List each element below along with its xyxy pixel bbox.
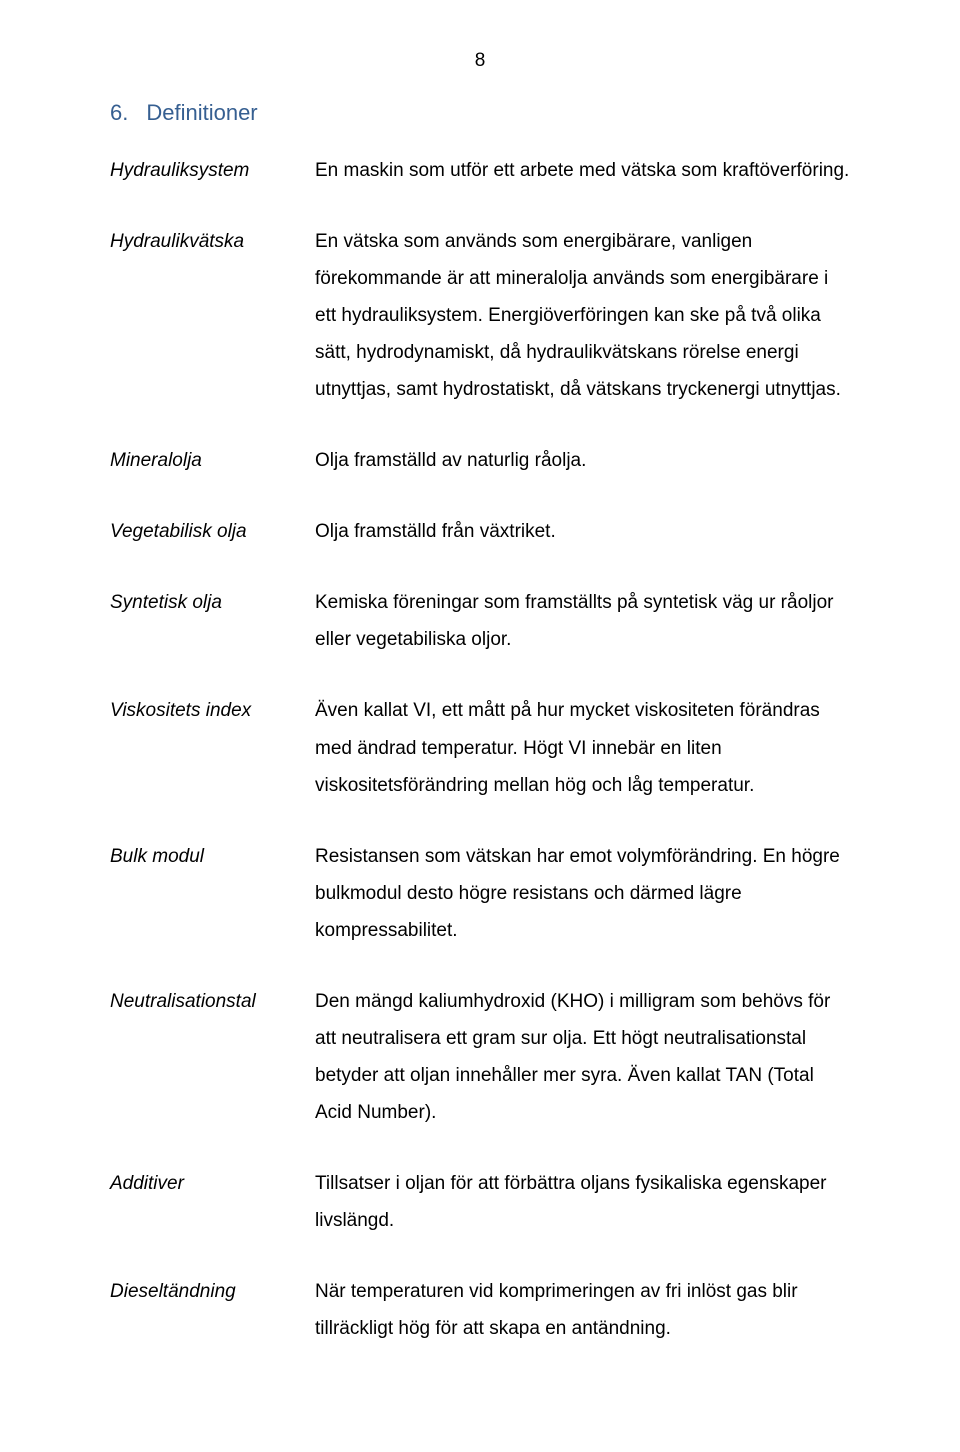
definition-body: Den mängd kaliumhydroxid (KHO) i milligr… <box>315 983 850 1131</box>
definition-term: Vegetabilisk olja <box>110 513 315 550</box>
definition-body: Kemiska föreningar som framställts på sy… <box>315 584 850 658</box>
definition-term: Dieseltändning <box>110 1273 315 1347</box>
definition-body: Tillsatser i oljan för att förbättra olj… <box>315 1165 850 1239</box>
definition-row: Hydrauliksystem En maskin som utför ett … <box>110 152 850 189</box>
definition-body: Resistansen som vätskan har emot volymfö… <box>315 838 850 949</box>
definition-row: Hydraulikvätska En vätska som används so… <box>110 223 850 408</box>
definition-row: Mineralolja Olja framställd av naturlig … <box>110 442 850 479</box>
definition-term: Neutralisationstal <box>110 983 315 1131</box>
definition-body: Olja framställd av naturlig råolja. <box>315 442 850 479</box>
definition-term: Mineralolja <box>110 442 315 479</box>
definition-body: Även kallat VI, ett mått på hur mycket v… <box>315 692 850 803</box>
definition-term: Hydraulikvätska <box>110 223 315 408</box>
definition-row: Neutralisationstal Den mängd kaliumhydro… <box>110 983 850 1131</box>
section-heading: 6. Definitioner <box>110 100 850 126</box>
definition-row: Bulk modul Resistansen som vätskan har e… <box>110 838 850 949</box>
definition-body: Olja framställd från växtriket. <box>315 513 850 550</box>
definition-body: En vätska som används som energibärare, … <box>315 223 850 408</box>
definition-body: När temperaturen vid komprimeringen av f… <box>315 1273 850 1347</box>
definition-term: Bulk modul <box>110 838 315 949</box>
definition-row: Vegetabilisk olja Olja framställd från v… <box>110 513 850 550</box>
definition-term: Additiver <box>110 1165 315 1239</box>
heading-number: 6. <box>110 100 128 126</box>
definition-row: Dieseltändning När temperaturen vid komp… <box>110 1273 850 1347</box>
page-number: 8 <box>110 50 850 72</box>
definition-term: Hydrauliksystem <box>110 152 315 189</box>
heading-title: Definitioner <box>146 100 257 125</box>
definition-row: Syntetisk olja Kemiska föreningar som fr… <box>110 584 850 658</box>
definition-body: En maskin som utför ett arbete med vätsk… <box>315 152 850 189</box>
document-page: 8 6. Definitioner Hydrauliksystem En mask… <box>0 0 960 1452</box>
definition-row: Viskositets index Även kallat VI, ett må… <box>110 692 850 803</box>
definition-row: Additiver Tillsatser i oljan för att för… <box>110 1165 850 1239</box>
definition-term: Viskositets index <box>110 692 315 803</box>
definition-term: Syntetisk olja <box>110 584 315 658</box>
